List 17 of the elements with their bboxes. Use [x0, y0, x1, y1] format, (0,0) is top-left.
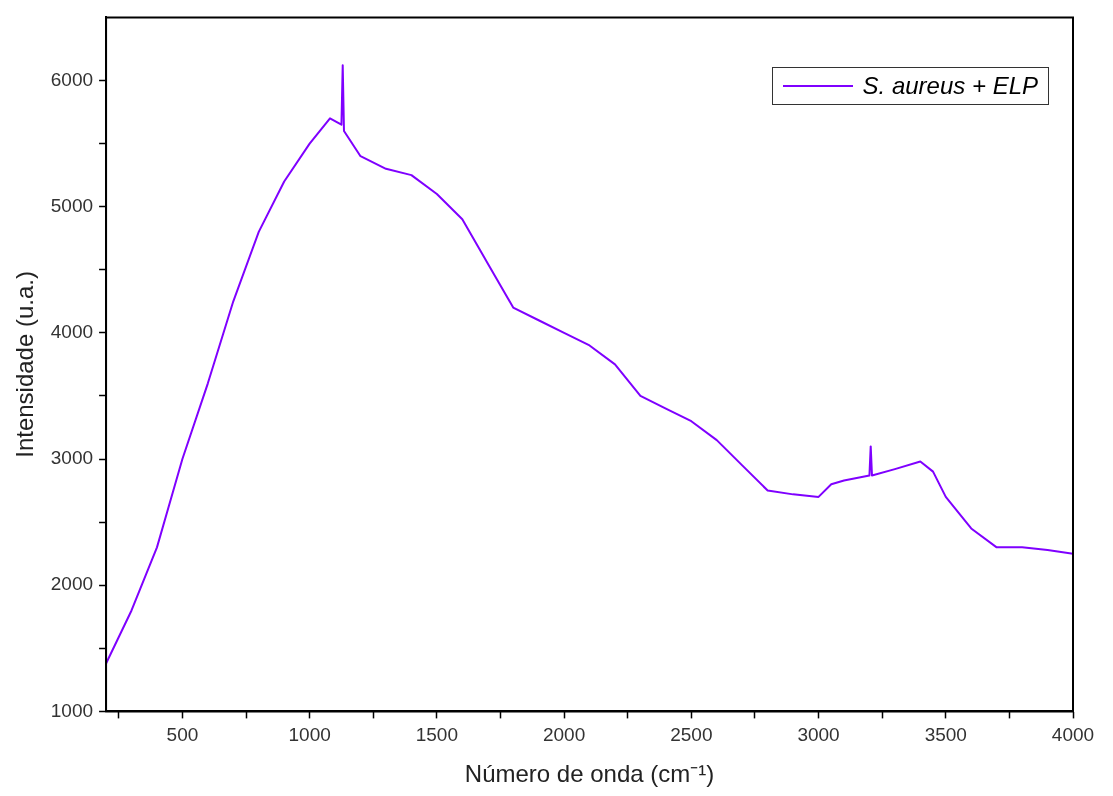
- x-tick-label: 500: [166, 724, 199, 746]
- y-tick-label: 4000: [50, 321, 94, 343]
- x-tick-label: 2500: [670, 724, 713, 746]
- x-tick-label: 2000: [542, 724, 586, 746]
- x-tick-label: 1000: [288, 724, 331, 746]
- x-tick-label: 1500: [415, 724, 458, 746]
- y-tick-label: 1000: [50, 699, 94, 721]
- x-tick-label: 3000: [797, 724, 840, 746]
- x-tick-label: 4000: [1051, 724, 1095, 746]
- legend-label: S. aureus + ELP: [862, 72, 1038, 101]
- y-tick-label: 2000: [50, 573, 94, 595]
- y-tick-label: 5000: [50, 194, 94, 216]
- y-axis-title: Intensidade (u.a.): [11, 271, 39, 458]
- y-tick-label: 3000: [50, 447, 94, 469]
- y-tick-label: 6000: [50, 68, 94, 90]
- x-tick-label: 3500: [924, 724, 967, 746]
- x-axis-title: Número de onda (cm⁻¹): [464, 760, 715, 788]
